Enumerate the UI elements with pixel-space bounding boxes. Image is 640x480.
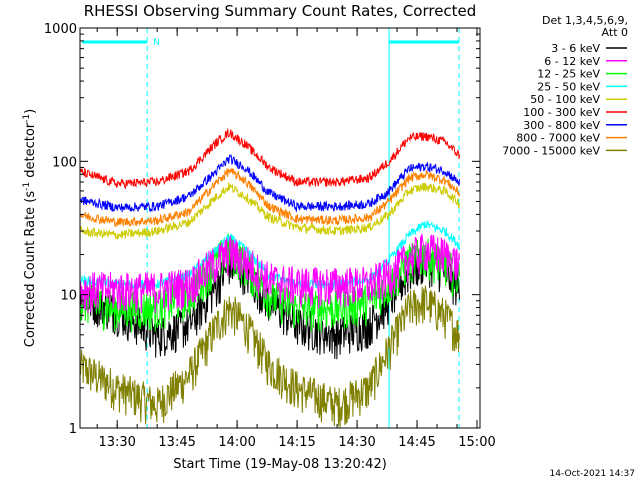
legend-label-5: 100 - 300 keV (523, 106, 600, 119)
night-intervals: N (82, 28, 460, 428)
y-tick-label: 1 (69, 422, 77, 437)
series-line-1 (79, 233, 460, 314)
x-tick-label: 14:30 (338, 435, 375, 450)
y-axis-label-main: Corrected Count Rate (s (23, 191, 38, 348)
axes: 1 10 100 1000 13:30 13:45 14:00 14:15 14:30 14:45… (44, 22, 496, 450)
legend-label-3: 25 - 50 keV (537, 80, 600, 93)
legend-label-0: 3 - 6 keV (551, 42, 600, 55)
legend-label-2: 12 - 25 keV (537, 68, 600, 81)
series-line-8 (79, 285, 460, 428)
y-tick-label: 1000 (44, 22, 77, 37)
legend-header-0: Det 1,3,4,5,6,9, (542, 14, 628, 27)
x-tick-label: 14:15 (278, 435, 315, 450)
y-tick-label: 10 (60, 289, 77, 304)
legend-label-1: 6 - 12 keV (544, 55, 600, 68)
series-line-2 (79, 233, 460, 333)
y-axis-label-sup1: -1 (22, 182, 32, 191)
y-axis-label-end: ) (23, 109, 38, 114)
x-axis-label: Start Time (19-May-08 13:20:42) (173, 457, 387, 472)
footer-date: 14-Oct-2021 14:37 (550, 469, 635, 479)
series-layer (79, 127, 460, 428)
x-tick-label: 15:00 (458, 435, 495, 450)
x-tick-label: 13:30 (98, 435, 135, 450)
series-line-6 (79, 153, 460, 213)
series-line-7 (79, 168, 460, 228)
series-line-4 (79, 182, 460, 240)
x-tick-label: 13:45 (158, 435, 195, 450)
y-axis-label: Corrected Count Rate (s-1 detector-1) (22, 109, 38, 347)
legend-label-7: 800 - 7000 keV (516, 132, 600, 145)
y-axis-label-sup2: -1 (22, 114, 32, 123)
y-tick-label: 100 (52, 155, 77, 170)
legend-label-8: 7000 - 15000 keV (502, 144, 600, 157)
chart-title: RHESSI Observing Summary Count Rates, Co… (84, 2, 477, 20)
plot-frame (79, 27, 481, 429)
legend-header-1: Att 0 (602, 26, 628, 39)
legend-label-4: 50 - 100 keV (530, 93, 600, 106)
y-axis-label-mid: detector (23, 122, 38, 182)
x-tick-label: 14:45 (398, 435, 435, 450)
x-tick-label: 14:00 (218, 435, 255, 450)
night-label: N (153, 38, 160, 48)
legend-label-6: 300 - 800 keV (523, 119, 600, 132)
series-line-5 (79, 127, 460, 190)
